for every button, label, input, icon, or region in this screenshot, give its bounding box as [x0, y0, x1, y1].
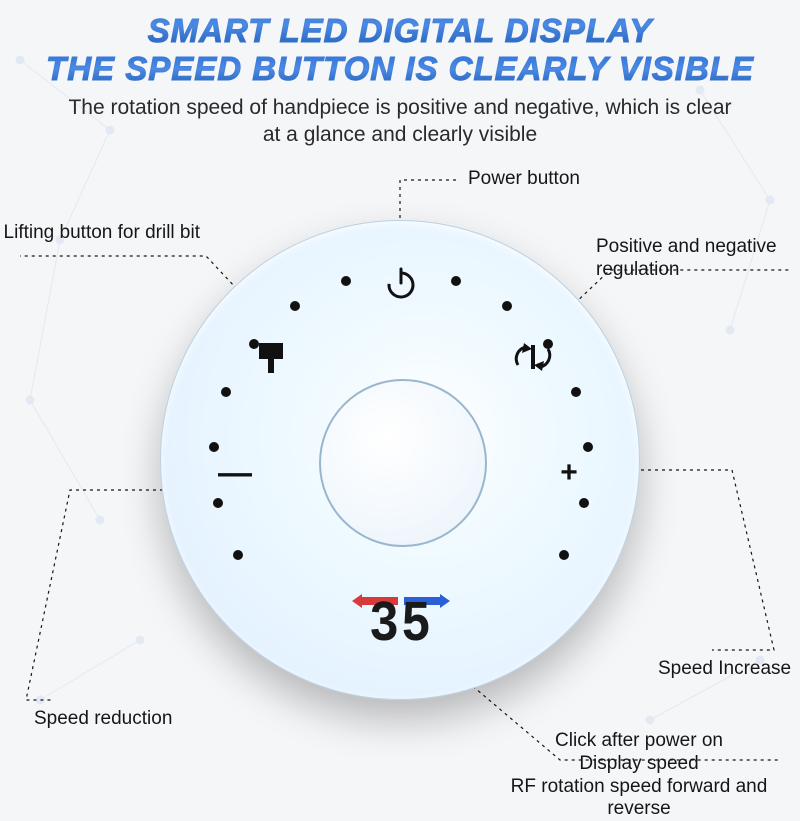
callout-minus: Speed reduction: [34, 708, 172, 731]
callout-rotate: Positive and negative regulation: [596, 236, 777, 282]
speed-plus-button[interactable]: +: [541, 445, 597, 501]
dial-panel: — + 35: [160, 220, 640, 700]
speed-dot: [451, 276, 461, 286]
rotation-button[interactable]: [505, 329, 561, 385]
minus-icon: —: [218, 454, 252, 493]
callout-plus: Speed Increase: [658, 658, 791, 681]
rotate-icon: [510, 337, 556, 377]
speed-minus-button[interactable]: —: [207, 445, 263, 501]
speed-dot: [559, 550, 569, 560]
speed-dot: [233, 550, 243, 560]
callout-power: Power button: [468, 168, 580, 191]
power-icon: [381, 263, 421, 303]
speed-dot: [571, 387, 581, 397]
title-line-1: SMART LED DIGITAL DISPLAY: [0, 0, 800, 50]
lifting-button[interactable]: [243, 329, 299, 385]
subtitle: The rotation speed of handpiece is posit…: [0, 88, 800, 149]
speed-dot: [221, 387, 231, 397]
speed-dot: [502, 301, 512, 311]
diagram-stage: Power button Lifting button for drill bi…: [0, 160, 800, 800]
callout-display: Click after power on Display speed RF ro…: [478, 730, 800, 821]
plus-icon: +: [560, 456, 578, 490]
speed-display: 35: [353, 597, 449, 648]
pin-icon: [253, 337, 289, 377]
speed-value: 35: [353, 600, 449, 652]
speed-dot: [341, 276, 351, 286]
speed-dot: [290, 301, 300, 311]
title-line-2: THE SPEED BUTTON IS CLEARLY VISIBLE: [0, 50, 800, 88]
callout-pin: Lifting button for drill bit: [4, 222, 200, 245]
power-button[interactable]: [373, 255, 429, 311]
